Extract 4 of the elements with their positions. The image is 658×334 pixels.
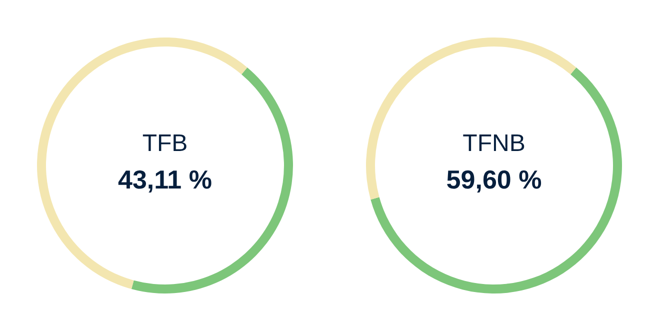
text: TFB (142, 130, 188, 157)
text: 43,11 % (118, 164, 212, 194)
text: 59,60 % (446, 164, 542, 194)
text: TFNB (462, 130, 526, 157)
